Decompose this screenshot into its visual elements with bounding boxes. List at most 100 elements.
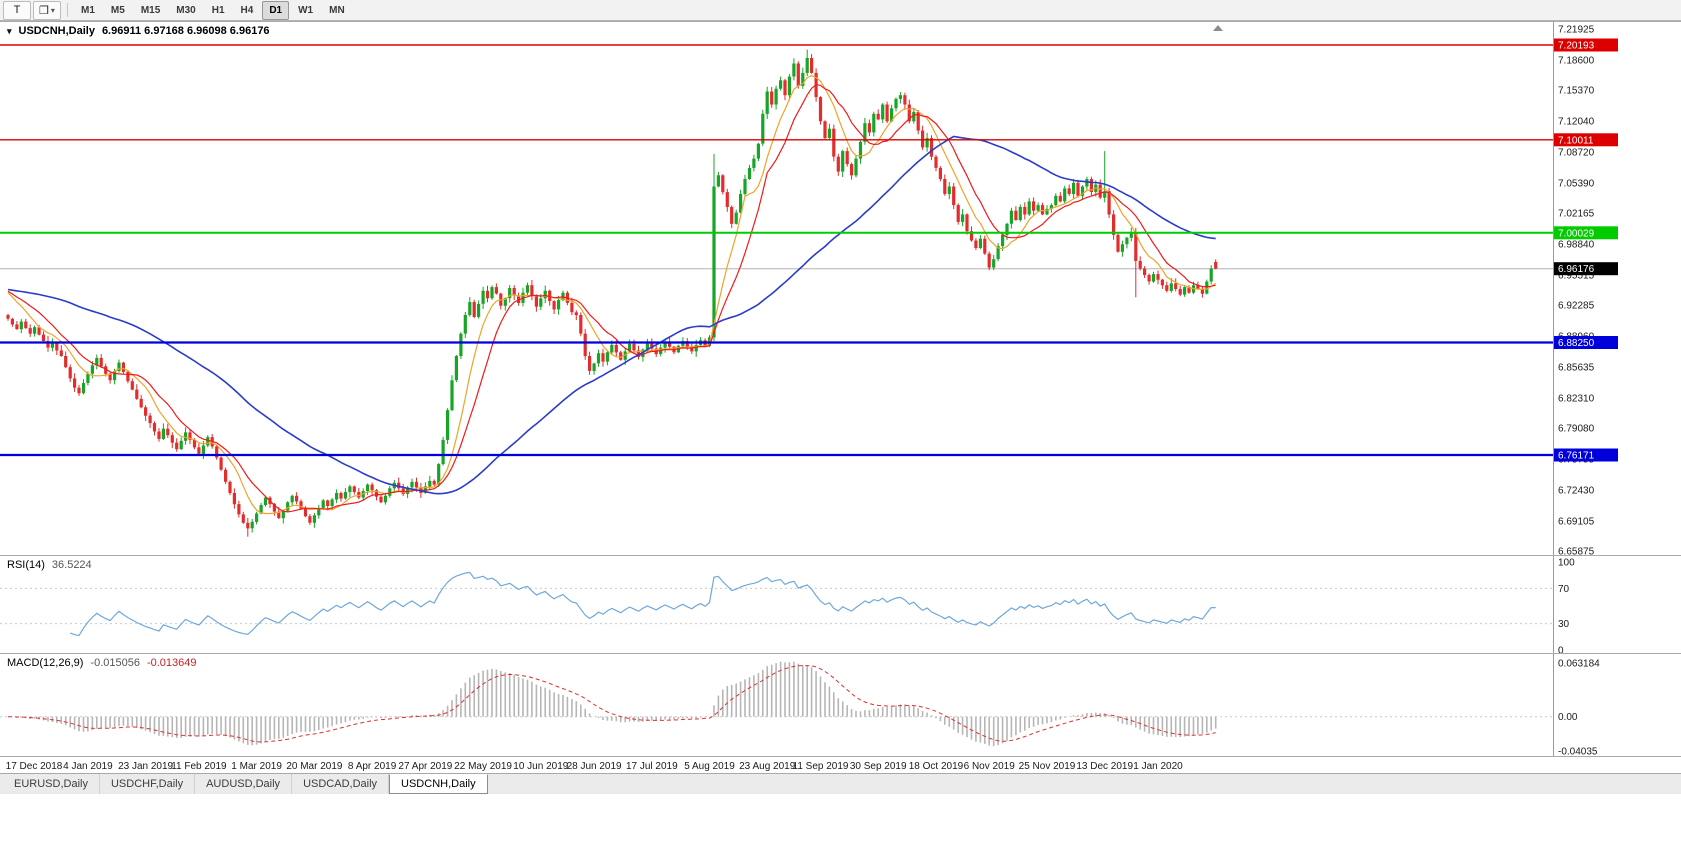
svg-text:7.12040: 7.12040	[1558, 116, 1595, 127]
rsi-title: RSI(14) 36.5224	[7, 559, 92, 572]
svg-text:6.95515: 6.95515	[1558, 270, 1595, 281]
chart-ohlc-values: 6.96911 6.97168 6.96098 6.96176	[101, 25, 270, 37]
svg-text:7.05390: 7.05390	[1558, 178, 1595, 189]
price-badge-7.10011: 7.10011	[1554, 133, 1618, 147]
svg-text:6.69105: 6.69105	[1558, 516, 1595, 527]
ma-13-line	[7, 84, 1216, 513]
chart-tab-usdchf[interactable]: USDCHF,Daily	[99, 774, 196, 794]
symbol-dropdown-icon: ▾	[7, 26, 12, 36]
chart-tab-usdcad[interactable]: USDCAD,Daily	[292, 774, 390, 794]
svg-text:7.02165: 7.02165	[1558, 208, 1595, 219]
rsi-canvas[interactable]: 100 70 30 0	[0, 556, 1681, 653]
svg-text:30 Sep 2019: 30 Sep 2019	[850, 761, 907, 772]
ma-8-line	[7, 75, 1217, 515]
svg-text:22 May 2019: 22 May 2019	[454, 761, 512, 772]
timeframe-button-m30[interactable]: M30	[176, 4, 196, 16]
svg-text:6.72430: 6.72430	[1558, 485, 1595, 496]
chart-tab-usdcnh[interactable]: USDCNH,Daily	[389, 774, 488, 794]
svg-text:7.18600: 7.18600	[1558, 55, 1595, 66]
chart-tab-eurusd[interactable]: EURUSD,Daily	[3, 774, 100, 794]
timeframe-toolbar: T ❐ ▾ M1 M5 M15 M30 H1 H4 D1 W1 MN	[0, 0, 1681, 21]
svg-text:-0.04035: -0.04035	[1558, 747, 1598, 757]
macd-histogram	[11, 661, 1217, 747]
macd-signal-line	[7, 665, 1216, 743]
chart-template-button[interactable]: T	[3, 0, 31, 20]
svg-text:1 Mar 2019: 1 Mar 2019	[231, 761, 282, 772]
svg-text:27 Apr 2019: 27 Apr 2019	[398, 761, 452, 772]
macd-indicator-name: MACD(12,26,9)	[7, 657, 84, 669]
price-badge-7.00029: 7.00029	[1554, 226, 1618, 240]
svg-text:7.10011: 7.10011	[1558, 135, 1594, 146]
macd-main-value: -0.015056	[90, 657, 140, 669]
timeframe-button-m1[interactable]: M1	[81, 4, 95, 16]
price-badge-6.88250: 6.88250	[1554, 336, 1618, 349]
svg-text:17 Dec 2018: 17 Dec 2018	[6, 761, 63, 772]
svg-text:6.65875: 6.65875	[1558, 546, 1595, 555]
svg-text:1 Jan 2020: 1 Jan 2020	[1133, 761, 1183, 772]
svg-text:23 Aug 2019: 23 Aug 2019	[739, 761, 796, 772]
svg-text:7.20193: 7.20193	[1558, 41, 1595, 52]
chart-tabs-bar: EURUSD,Daily USDCHF,Daily AUDUSD,Daily USDC…	[0, 773, 1681, 794]
svg-text:6.85635: 6.85635	[1558, 362, 1595, 373]
dropdown-arrow-icon: ▾	[50, 5, 55, 15]
window-layout-button[interactable]: ❐ ▾	[33, 0, 61, 20]
macd-axis[interactable]: 0.063184 0.00 -0.04035	[1558, 659, 1600, 757]
svg-text:0.063184: 0.063184	[1558, 659, 1600, 670]
svg-text:23 Jan 2019: 23 Jan 2019	[118, 761, 173, 772]
svg-text:28 Jun 2019: 28 Jun 2019	[567, 761, 622, 772]
svg-text:18 Oct 2019: 18 Oct 2019	[909, 761, 964, 772]
svg-text:4 Jan 2019: 4 Jan 2019	[63, 761, 113, 772]
svg-text:10 Jun 2019: 10 Jun 2019	[513, 761, 568, 772]
rsi-panel[interactable]: 100 70 30 0 RSI(14) 36.5224	[0, 555, 1681, 653]
svg-text:6.79080: 6.79080	[1558, 423, 1595, 434]
svg-text:6.98840: 6.98840	[1558, 239, 1595, 250]
timeframe-button-m15[interactable]: M15	[140, 4, 161, 16]
timeframe-button-h4[interactable]: H4	[240, 4, 254, 16]
svg-text:6.88250: 6.88250	[1558, 338, 1595, 349]
svg-text:6 Nov 2019: 6 Nov 2019	[964, 761, 1016, 772]
macd-signal-value: -0.013649	[146, 657, 197, 669]
svg-text:7.15370: 7.15370	[1558, 85, 1595, 96]
svg-text:6.96176: 6.96176	[1558, 264, 1595, 275]
svg-text:6.92285: 6.92285	[1558, 300, 1595, 311]
price-badge-6.76171: 6.76171	[1554, 448, 1618, 462]
price-badge-6.96176: 6.96176	[1554, 262, 1618, 276]
svg-text:6.76171: 6.76171	[1558, 451, 1595, 462]
svg-text:13 Dec 2019: 13 Dec 2019	[1076, 761, 1133, 772]
svg-text:11 Sep 2019: 11 Sep 2019	[793, 761, 849, 772]
chart-shift-marker-icon[interactable]	[1213, 25, 1223, 31]
chart-tab-audusd[interactable]: AUDUSD,Daily	[195, 774, 293, 794]
timeframe-button-m5[interactable]: M5	[110, 4, 125, 16]
timeframe-button-d1[interactable]: D1	[262, 0, 290, 20]
main-chart-panel[interactable]: 7.21925 7.18600 7.15370 7.12040 7.08720 7.053…	[0, 21, 1681, 555]
window-filler	[0, 794, 1681, 848]
svg-text:25 Nov 2019: 25 Nov 2019	[1019, 761, 1076, 772]
svg-text:0: 0	[1558, 646, 1564, 654]
svg-text:70: 70	[1558, 584, 1570, 595]
timeframe-button-w1[interactable]: W1	[298, 4, 314, 16]
svg-text:6.82310: 6.82310	[1558, 393, 1595, 404]
timeframe-button-h1[interactable]: H1	[211, 4, 225, 16]
macd-canvas[interactable]: 0.063184 0.00 -0.04035	[0, 654, 1681, 756]
toolbar-separator	[67, 3, 68, 17]
date-axis[interactable]: 17 Dec 2018 4 Jan 2019 23 Jan 2019 11 Feb 2…	[0, 756, 1681, 773]
svg-text:7.21925: 7.21925	[1558, 24, 1595, 35]
svg-text:100: 100	[1558, 558, 1575, 569]
rsi-line	[69, 571, 1216, 637]
chart-title: ▾ USDCNH,Daily 6.96911 6.97168 6.96098 6…	[7, 25, 270, 38]
price-badge-7.20193: 7.20193	[1554, 38, 1618, 52]
price-axis[interactable]: 7.21925 7.18600 7.15370 7.12040 7.08720 7.053…	[1558, 24, 1595, 555]
main-chart-canvas[interactable]: 7.21925 7.18600 7.15370 7.12040 7.08720 7.053…	[0, 22, 1681, 555]
svg-text:11 Feb 2019: 11 Feb 2019	[171, 761, 227, 772]
macd-panel[interactable]: 0.063184 0.00 -0.04035 MACD(12,26,9) -0.01…	[0, 653, 1681, 756]
svg-text:5 Aug 2019: 5 Aug 2019	[684, 761, 735, 772]
rsi-axis[interactable]: 100 70 30 0	[1558, 558, 1575, 654]
ma-55-line	[7, 135, 1216, 495]
timeframe-button-mn[interactable]: MN	[329, 4, 345, 16]
candlestick-series	[6, 49, 1218, 537]
chart-symbol-label: USDCNH,Daily	[18, 25, 95, 37]
svg-text:17 Jul 2019: 17 Jul 2019	[626, 761, 678, 772]
rsi-current-value: 36.5224	[51, 559, 92, 571]
